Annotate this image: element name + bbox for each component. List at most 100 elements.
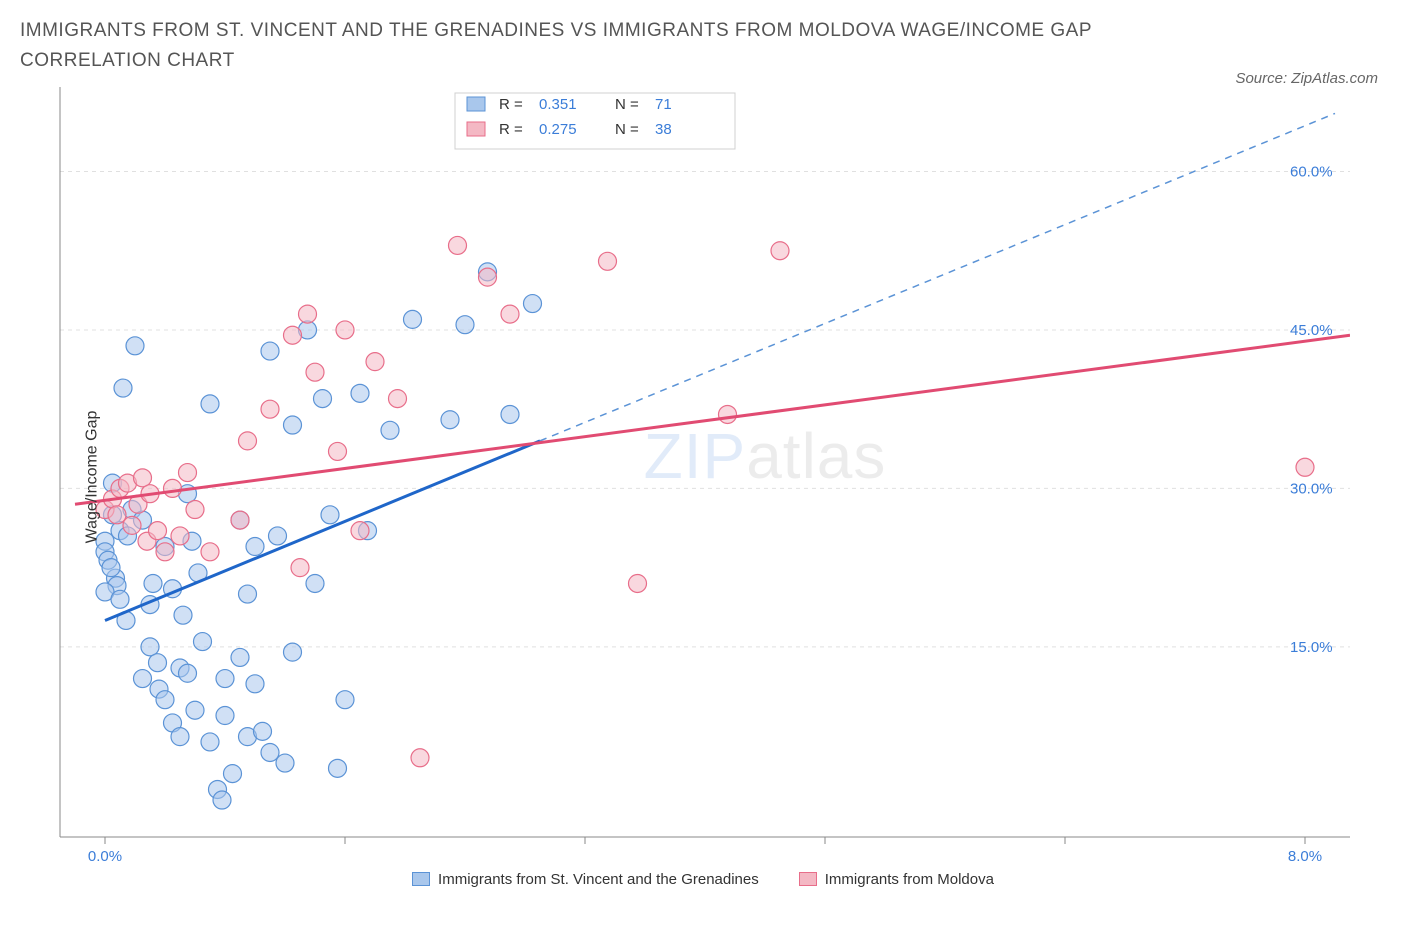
svg-point bbox=[261, 342, 279, 360]
legend-r-value: 0.275 bbox=[539, 121, 577, 138]
moldova-point bbox=[291, 558, 309, 576]
legend-label: Immigrants from Moldova bbox=[825, 871, 994, 888]
moldova-point bbox=[449, 236, 467, 254]
moldova-point bbox=[156, 543, 174, 561]
stats-legend-box bbox=[455, 93, 735, 149]
svg-point bbox=[456, 315, 474, 333]
svg-point bbox=[336, 690, 354, 708]
svg-point bbox=[126, 337, 144, 355]
svg-point bbox=[254, 722, 272, 740]
moldova-point bbox=[366, 352, 384, 370]
moldova-point bbox=[771, 242, 789, 260]
svg-point bbox=[102, 558, 120, 576]
moldova-point bbox=[479, 268, 497, 286]
svg-point bbox=[284, 643, 302, 661]
svg-point bbox=[524, 294, 542, 312]
moldova-point bbox=[501, 305, 519, 323]
moldova-point bbox=[201, 543, 219, 561]
svg-point bbox=[194, 632, 212, 650]
svg-point bbox=[201, 395, 219, 413]
moldova-point bbox=[1296, 458, 1314, 476]
scatter-chart: 15.0% 30.0% 45.0% 60.0% 0.0% 8.0% ZIPatlas R = 0… bbox=[20, 87, 1350, 867]
y-tick-label: 30.0% bbox=[1290, 480, 1333, 497]
svg-point bbox=[246, 675, 264, 693]
moldova-point bbox=[134, 469, 152, 487]
legend-item: Immigrants from Moldova bbox=[799, 871, 994, 888]
svg-point bbox=[239, 585, 257, 603]
svg-trendline bbox=[105, 441, 540, 621]
y-tick-label: 60.0% bbox=[1290, 163, 1333, 180]
chart-title: IMMIGRANTS FROM ST. VINCENT AND THE GREN… bbox=[20, 16, 1140, 77]
svg-point bbox=[269, 527, 287, 545]
moldova-point bbox=[179, 463, 197, 481]
svg-point bbox=[186, 701, 204, 719]
moldova-point bbox=[261, 400, 279, 418]
moldova-point bbox=[306, 363, 324, 381]
svg-point bbox=[314, 389, 332, 407]
moldova-point bbox=[719, 405, 737, 423]
legend-swatch bbox=[467, 97, 485, 111]
svg-point bbox=[224, 764, 242, 782]
legend-swatch bbox=[412, 872, 430, 886]
moldova-point bbox=[336, 321, 354, 339]
moldova-point bbox=[629, 574, 647, 592]
y-tick-label: 15.0% bbox=[1290, 639, 1333, 656]
svg-point bbox=[171, 727, 189, 745]
svg-point bbox=[201, 733, 219, 751]
legend-r-value: 0.351 bbox=[539, 96, 577, 113]
svg-trendline-extrapolated bbox=[540, 113, 1335, 440]
svg-point bbox=[329, 759, 347, 777]
svg-point bbox=[351, 384, 369, 402]
legend-label: Immigrants from St. Vincent and the Gren… bbox=[438, 871, 759, 888]
legend: Immigrants from St. Vincent and the Gren… bbox=[20, 871, 1386, 888]
svg-point bbox=[114, 379, 132, 397]
source-attribution: Source: ZipAtlas.com bbox=[1235, 70, 1378, 87]
svg-point bbox=[144, 574, 162, 592]
legend-n-label: N = bbox=[615, 121, 639, 138]
legend-r-label: R = bbox=[499, 96, 523, 113]
svg-point bbox=[321, 506, 339, 524]
svg-point bbox=[261, 743, 279, 761]
moldova-point bbox=[351, 521, 369, 539]
x-tick-label: 8.0% bbox=[1288, 848, 1322, 865]
chart-container: Wage/Income Gap 15.0%30.0%45.0%60.0%0.0%… bbox=[20, 87, 1386, 867]
y-tick-label: 45.0% bbox=[1290, 322, 1333, 339]
svg-point bbox=[179, 664, 197, 682]
watermark: ZIPatlas bbox=[644, 420, 887, 492]
legend-r-label: R = bbox=[499, 121, 523, 138]
moldova-point bbox=[284, 326, 302, 344]
svg-point bbox=[141, 638, 159, 656]
svg-point bbox=[216, 706, 234, 724]
moldova-point bbox=[108, 506, 126, 524]
svg-point bbox=[284, 416, 302, 434]
svg-point bbox=[276, 754, 294, 772]
svg-point bbox=[501, 405, 519, 423]
svg-point bbox=[441, 411, 459, 429]
moldova-point bbox=[411, 749, 429, 767]
moldova-point bbox=[171, 527, 189, 545]
legend-n-label: N = bbox=[615, 96, 639, 113]
svg-point bbox=[381, 421, 399, 439]
moldova-point bbox=[149, 521, 167, 539]
legend-n-value: 38 bbox=[655, 121, 672, 138]
moldova-point bbox=[599, 252, 617, 270]
svg-point bbox=[404, 310, 422, 328]
moldova-point bbox=[329, 442, 347, 460]
moldova-point bbox=[164, 479, 182, 497]
svg-point bbox=[306, 574, 324, 592]
svg-point bbox=[111, 590, 129, 608]
moldova-point bbox=[123, 516, 141, 534]
x-tick-label: 0.0% bbox=[88, 848, 122, 865]
svg-point bbox=[216, 669, 234, 687]
moldova-point bbox=[299, 305, 317, 323]
svg-point bbox=[231, 648, 249, 666]
moldova-point bbox=[186, 500, 204, 518]
legend-item: Immigrants from St. Vincent and the Gren… bbox=[412, 871, 759, 888]
svg-point bbox=[246, 537, 264, 555]
moldova-point bbox=[239, 432, 257, 450]
moldova-point bbox=[389, 389, 407, 407]
svg-point bbox=[213, 791, 231, 809]
moldova-point bbox=[231, 511, 249, 529]
svg-point bbox=[156, 690, 174, 708]
svg-point bbox=[149, 653, 167, 671]
